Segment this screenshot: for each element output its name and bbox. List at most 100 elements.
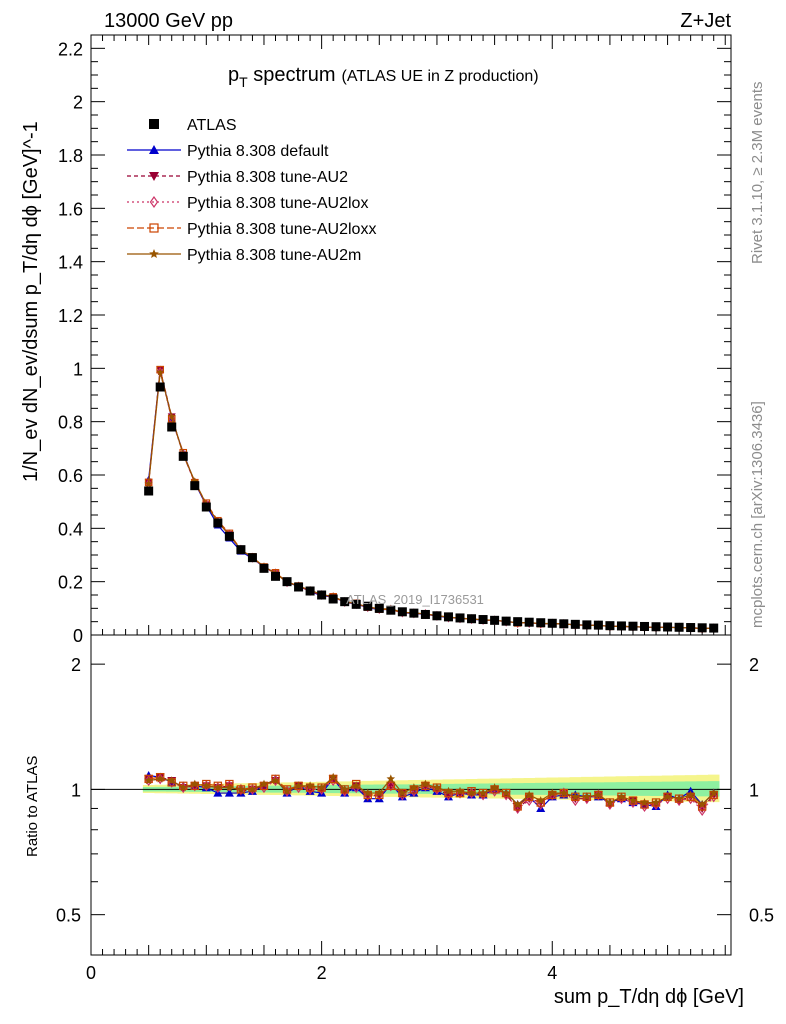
atlas-point	[201, 502, 211, 512]
y-tick-label: 0.8	[58, 413, 83, 433]
ratio-point-3	[386, 781, 396, 791]
ratio-y-tick-label: 1	[71, 780, 81, 800]
y-tick-label: 0.2	[58, 573, 83, 593]
legend-label-2: Pythia 8.308 tune-AU2lox	[187, 195, 368, 212]
legend-marker-4	[149, 249, 159, 258]
y-tick-label: 2.2	[58, 39, 83, 59]
atlas-point	[294, 582, 304, 592]
title-word: spectrum	[248, 64, 336, 86]
legend: ATLAS Pythia 8.308 default Pythia 8.308 tu…	[127, 117, 376, 264]
legend-marker-0	[149, 145, 159, 154]
atlas-point	[420, 609, 430, 619]
ratio-point-4	[501, 788, 511, 797]
main-point-4	[167, 412, 176, 420]
ratio-point-4	[213, 783, 223, 792]
atlas-point	[305, 586, 315, 596]
y-tick-label: 0.4	[58, 519, 83, 539]
ratio-point-4	[651, 798, 661, 807]
axes-ticks: 0 0.2 0.4 0.6 0.8 1 1.2 1.4 1.6 1.8 2 2.2 0 2 4 0.5 0.5 1…	[56, 35, 774, 983]
y-tick-label: 0	[73, 626, 83, 646]
title-sub: T	[239, 74, 248, 90]
main-line-3	[148, 369, 714, 630]
ratio-point-4	[467, 788, 476, 797]
ratio-y-tick-label: 0.5	[56, 906, 81, 926]
ratio-point-0	[224, 788, 234, 797]
main-point-4	[144, 479, 153, 487]
ratio-point-4	[351, 781, 361, 790]
legend-label-3: Pythia 8.308 tune-AU2loxx	[187, 221, 376, 238]
analysis-watermark: ATLAS_2019_I1736531	[346, 592, 484, 607]
atlas-point	[559, 619, 569, 629]
ratio-point-4	[571, 792, 580, 801]
ratio-y-axis-label: Ratio to ATLAS	[24, 756, 41, 857]
legend-marker-1	[149, 172, 159, 181]
ratio-point-4	[317, 783, 326, 792]
ratio-point-4	[282, 786, 292, 795]
atlas-point	[247, 553, 257, 563]
ratio-point-4	[421, 779, 430, 788]
ratio-point-2	[386, 780, 395, 792]
legend-label-atlas: ATLAS	[187, 117, 237, 134]
legend-label-0: Pythia 8.308 default	[187, 143, 329, 160]
ratio-panel-frame	[90, 634, 732, 956]
ratio-point-4	[340, 784, 349, 793]
ratio-point-4	[513, 800, 522, 809]
title-extra: (ATLAS UE in Z production)	[342, 68, 539, 85]
ratio-point-4	[594, 790, 603, 799]
ratio-point-4	[363, 788, 372, 797]
mcplots-label: mcplots.cern.ch [arXiv:1306.3436]	[749, 401, 766, 628]
atlas-point	[640, 621, 650, 631]
y-axis-label: 1/N_ev dN_ev/dsum p_T/dη dϕ [GeV]^-1	[20, 121, 42, 482]
atlas-point	[570, 619, 580, 629]
x-tick-label: 4	[547, 963, 557, 983]
main-line-4	[148, 371, 714, 629]
atlas-point	[490, 615, 500, 625]
ratio-point-4	[386, 774, 396, 783]
atlas-point	[236, 545, 246, 555]
header-energy: 13000 GeV pp	[104, 10, 233, 32]
ratio-point-4	[536, 796, 545, 805]
ratio-point-4	[559, 788, 569, 797]
atlas-point	[697, 623, 707, 633]
title-p: p	[228, 64, 239, 86]
ratio-point-4	[225, 783, 234, 792]
y-tick-label: 1.4	[58, 253, 83, 273]
atlas-point	[144, 486, 154, 496]
atlas-point	[478, 615, 488, 625]
atlas-point	[397, 607, 407, 617]
atlas-point	[351, 599, 361, 609]
ratio-point-4	[709, 788, 718, 797]
ratio-point-4	[663, 792, 672, 801]
y-tick-label: 1	[73, 359, 83, 379]
legend-marker-atlas	[149, 119, 159, 129]
ratio-point-4	[478, 788, 488, 797]
atlas-point	[432, 611, 442, 621]
ratio-point-4	[409, 783, 419, 792]
atlas-point	[224, 531, 234, 541]
atlas-point	[282, 577, 292, 587]
ratio-y-tick-label-right: 0.5	[749, 906, 774, 926]
ratio-point-4	[524, 790, 534, 799]
main-line-2	[148, 371, 714, 630]
ratio-point-4	[432, 783, 442, 792]
ratio-point-4	[375, 788, 384, 797]
ratio-point-2	[698, 804, 707, 817]
legend-marker-2	[149, 195, 159, 209]
ratio-point-4	[155, 774, 165, 783]
ratio-point-4	[697, 800, 707, 809]
atlas-point	[709, 623, 719, 633]
legend-marker-3	[149, 223, 159, 233]
ratio-series-layer	[144, 771, 719, 817]
ratio-point-4	[190, 779, 200, 788]
atlas-point	[317, 590, 327, 600]
ratio-point-4	[167, 776, 176, 785]
atlas-point	[467, 614, 477, 624]
atlas-point	[386, 605, 396, 615]
atlas-point	[582, 620, 592, 630]
ratio-point-4	[271, 776, 280, 785]
ratio-point-4	[605, 798, 615, 807]
y-tick-label: 1.8	[58, 146, 83, 166]
atlas-point	[593, 620, 603, 630]
ratio-point-4	[236, 784, 246, 793]
